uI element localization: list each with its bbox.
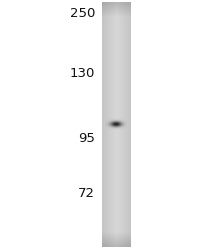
Text: 72: 72 bbox=[78, 187, 95, 200]
Text: 130: 130 bbox=[70, 67, 95, 80]
Text: 95: 95 bbox=[78, 132, 95, 145]
Text: 250: 250 bbox=[70, 7, 95, 20]
